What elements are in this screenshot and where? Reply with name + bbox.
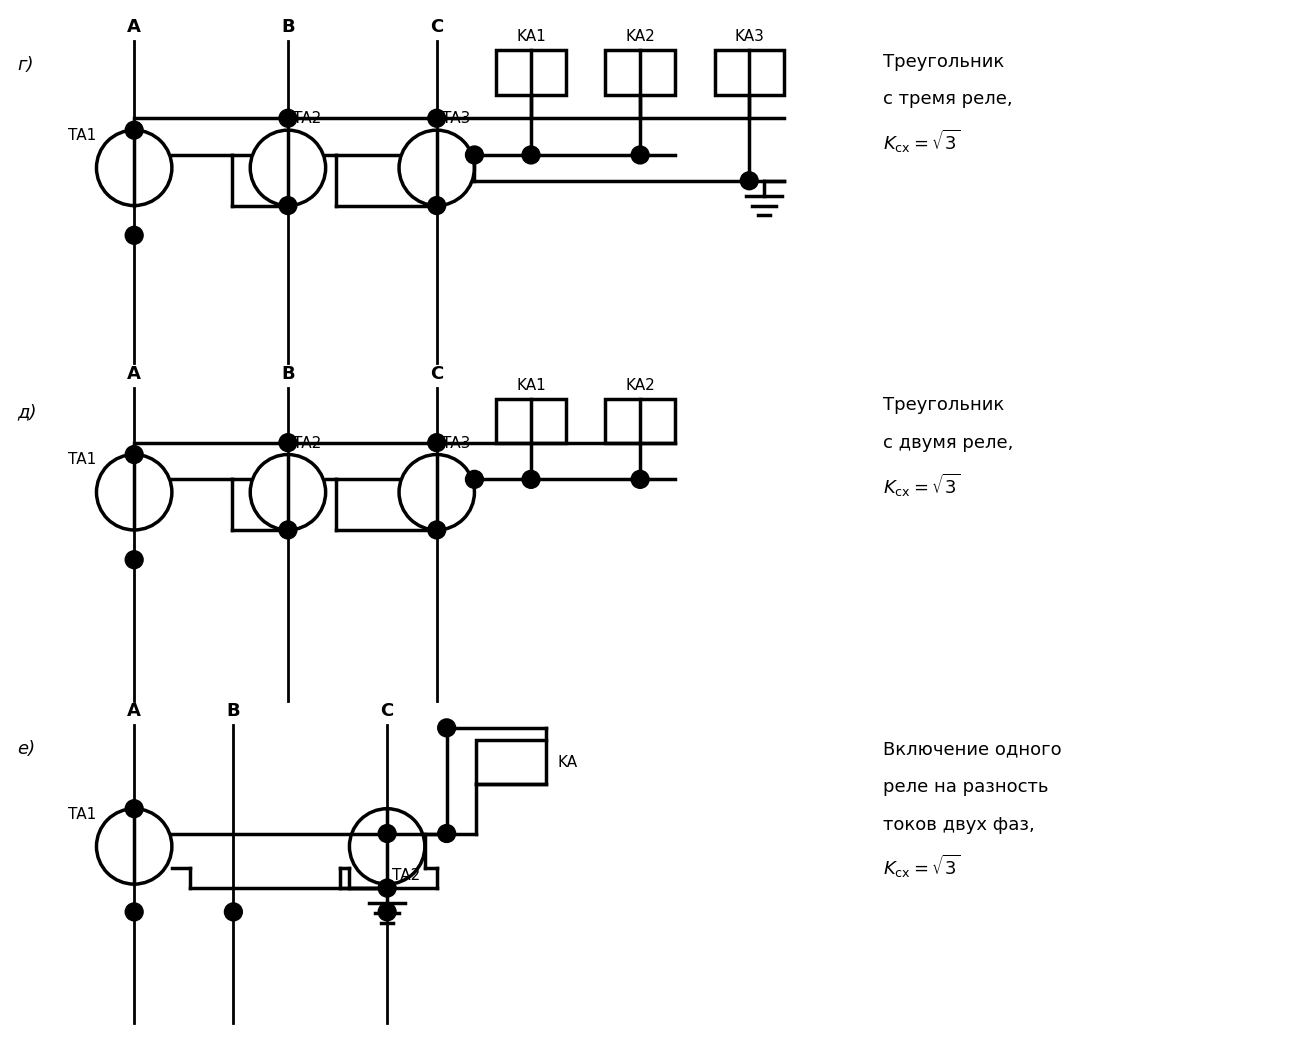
Circle shape: [279, 433, 297, 451]
Text: TA2: TA2: [293, 436, 321, 450]
Text: д): д): [17, 403, 37, 421]
Circle shape: [224, 903, 242, 920]
Text: Включение одного: Включение одного: [884, 740, 1062, 758]
Text: TA3: TA3: [441, 436, 470, 450]
Text: A: A: [127, 365, 141, 383]
Circle shape: [428, 433, 445, 451]
Text: е): е): [17, 740, 35, 758]
Text: Треугольник: Треугольник: [884, 52, 1004, 71]
Text: $K_{\mathrm{cx}}=\sqrt{3}$: $K_{\mathrm{cx}}=\sqrt{3}$: [884, 471, 961, 498]
Text: KA3: KA3: [734, 29, 764, 44]
Text: с тремя реле,: с тремя реле,: [884, 90, 1013, 109]
Text: TA2: TA2: [293, 111, 321, 127]
Circle shape: [466, 146, 483, 164]
Text: A: A: [127, 703, 141, 720]
Text: B: B: [226, 703, 240, 720]
Bar: [496, 50, 565, 95]
Text: с двумя реле,: с двумя реле,: [884, 433, 1013, 451]
Text: KA1: KA1: [516, 29, 546, 44]
Circle shape: [631, 146, 649, 164]
Text: B: B: [281, 365, 295, 383]
Text: KA: KA: [558, 755, 577, 770]
Text: токов двух фаз,: токов двух фаз,: [884, 816, 1035, 833]
Bar: [605, 50, 675, 95]
Circle shape: [522, 470, 539, 488]
Circle shape: [126, 800, 143, 818]
Text: B: B: [281, 18, 295, 36]
Circle shape: [126, 903, 143, 920]
Circle shape: [126, 551, 143, 569]
Text: TA1: TA1: [68, 806, 97, 822]
Text: KA2: KA2: [626, 29, 654, 44]
Text: KA1: KA1: [516, 378, 546, 393]
Text: C: C: [431, 18, 444, 36]
Circle shape: [126, 226, 143, 244]
Circle shape: [522, 146, 539, 164]
Text: C: C: [431, 365, 444, 383]
Circle shape: [631, 470, 649, 488]
Text: г): г): [17, 55, 34, 73]
Circle shape: [126, 121, 143, 139]
Circle shape: [378, 903, 397, 920]
Circle shape: [279, 197, 297, 215]
Text: реле на разность: реле на разность: [884, 778, 1049, 796]
Text: TA2: TA2: [393, 868, 420, 884]
Text: Треугольник: Треугольник: [884, 396, 1004, 414]
Circle shape: [428, 109, 445, 127]
Text: C: C: [381, 703, 394, 720]
Bar: [605, 399, 675, 443]
Bar: [476, 740, 546, 784]
Circle shape: [279, 109, 297, 127]
Text: TA3: TA3: [441, 111, 470, 127]
Circle shape: [428, 197, 445, 215]
Circle shape: [378, 825, 397, 843]
Bar: [715, 50, 784, 95]
Circle shape: [437, 719, 456, 737]
Circle shape: [126, 446, 143, 464]
Bar: [496, 399, 565, 443]
Text: TA1: TA1: [68, 452, 97, 467]
Circle shape: [741, 172, 758, 190]
Circle shape: [279, 521, 297, 539]
Text: $K_{\mathrm{cx}}=\sqrt{3}$: $K_{\mathrm{cx}}=\sqrt{3}$: [884, 853, 961, 881]
Text: A: A: [127, 18, 141, 36]
Circle shape: [437, 825, 456, 843]
Text: TA1: TA1: [68, 128, 97, 143]
Text: $K_{\mathrm{cx}}=\sqrt{3}$: $K_{\mathrm{cx}}=\sqrt{3}$: [884, 128, 961, 155]
Circle shape: [466, 470, 483, 488]
Circle shape: [428, 521, 445, 539]
Text: KA2: KA2: [626, 378, 654, 393]
Circle shape: [378, 879, 397, 897]
